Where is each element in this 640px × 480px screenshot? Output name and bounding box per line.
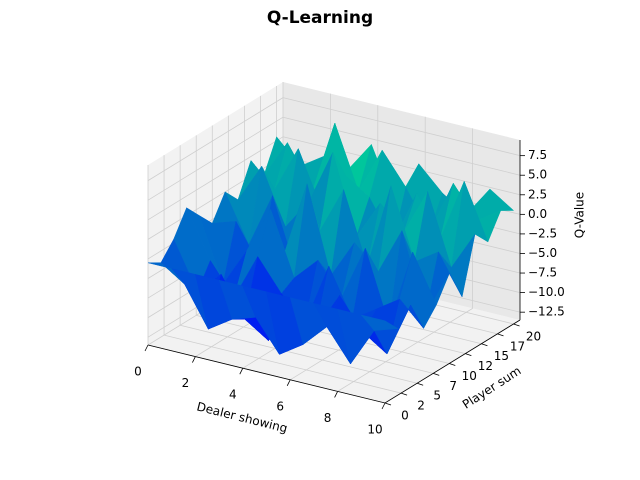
y-tick xyxy=(481,343,488,347)
y-tick xyxy=(513,323,520,327)
y-tick-label: 20 xyxy=(526,329,541,343)
grid-line xyxy=(147,116,284,201)
y-tick-label: 5 xyxy=(433,389,441,403)
x-tick xyxy=(334,391,338,398)
y-tick xyxy=(433,372,440,376)
axis-line xyxy=(147,319,521,404)
grid-line xyxy=(180,324,418,384)
y-tick xyxy=(417,382,424,386)
y-tick-label: 0 xyxy=(401,409,409,423)
z-tick-label: −5.0 xyxy=(528,246,557,260)
z-tick-label: −10.0 xyxy=(528,285,565,299)
z-axis-label: Q-Value xyxy=(573,192,587,238)
z-tick-label: −7.5 xyxy=(528,266,557,280)
z-tick-label: 5.0 xyxy=(528,168,547,182)
y-tick-label: 10 xyxy=(462,369,477,383)
z-tick-label: −2.5 xyxy=(528,226,557,240)
x-tick xyxy=(239,368,244,375)
z-tick-label: 0.0 xyxy=(528,207,547,221)
grid-line xyxy=(196,314,434,374)
y-tick-label: 7 xyxy=(449,379,457,393)
y-tick-label: 15 xyxy=(494,349,509,363)
x-tick-label: 6 xyxy=(276,399,284,413)
y-tick-label: 12 xyxy=(478,359,493,373)
x-tick xyxy=(381,402,386,410)
y-tick xyxy=(497,333,504,337)
x-tick xyxy=(144,344,149,352)
grid-line xyxy=(282,136,521,196)
x-tick-label: 2 xyxy=(182,376,190,390)
z-tick-label: −12.5 xyxy=(528,305,565,319)
z-tick-label: 7.5 xyxy=(528,148,547,162)
y-tick-label: 2 xyxy=(417,399,425,413)
grid-line xyxy=(147,97,284,181)
y-tick-label: 17 xyxy=(510,339,525,353)
y-tick xyxy=(465,353,472,356)
grid-line xyxy=(147,136,284,221)
x-tick xyxy=(192,356,196,363)
x-tick-label: 4 xyxy=(229,388,237,402)
y-tick xyxy=(400,392,408,396)
grid-line xyxy=(282,97,521,157)
z-tick-label: 2.5 xyxy=(528,187,547,201)
grid-line xyxy=(163,334,402,394)
chart-title: Q-Learning xyxy=(267,8,373,28)
x-tick-label: 8 xyxy=(324,411,332,425)
x-axis-label: Dealer showing xyxy=(195,399,289,435)
x-tick-label: 0 xyxy=(134,365,142,379)
grid-line xyxy=(282,116,521,176)
x-tick xyxy=(286,379,291,386)
y-tick xyxy=(449,363,456,366)
y-tick xyxy=(384,402,392,406)
surface-face xyxy=(360,314,399,331)
x-tick-label: 10 xyxy=(367,423,382,437)
